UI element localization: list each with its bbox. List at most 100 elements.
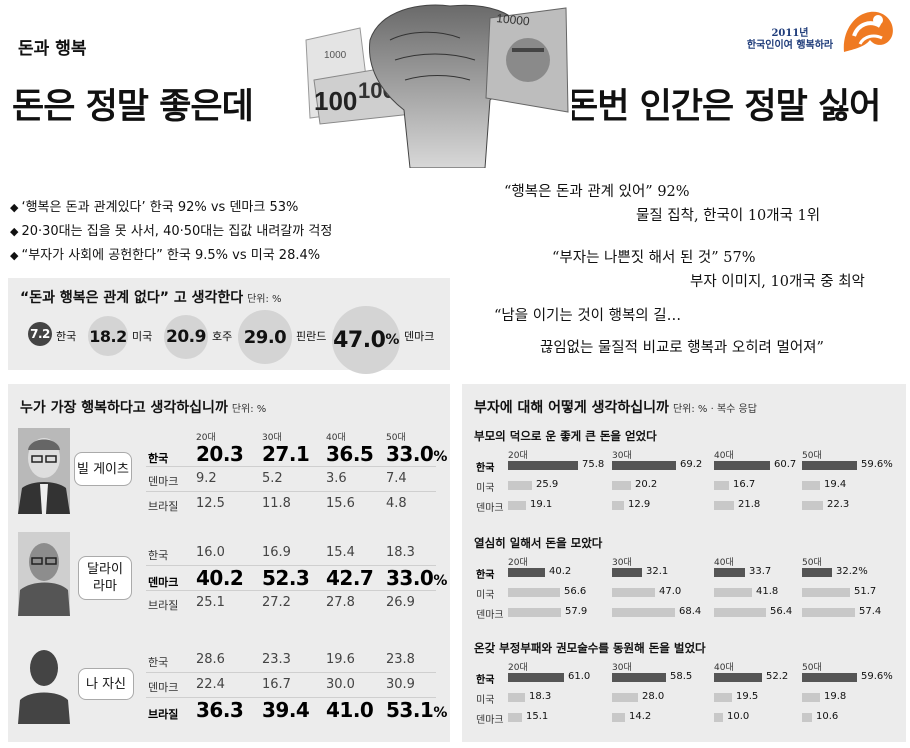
bullet-item: ◆ “부자가 사회에 공헌한다” 한국 9.5% vs 미국 28.4% xyxy=(10,244,332,268)
row-country: 덴마크 xyxy=(476,503,504,514)
age-header: 50대 xyxy=(802,663,822,673)
bar-value: 32.2% xyxy=(836,566,868,577)
value-number: 27.1 xyxy=(262,442,310,466)
bar xyxy=(508,673,564,682)
table-value: 5.2 xyxy=(262,471,283,486)
table-value: 30.9 xyxy=(386,677,415,692)
unit-label: 단위: % xyxy=(231,404,267,415)
age-header: 50대 xyxy=(802,558,822,568)
bar-value: 58.5 xyxy=(670,671,693,682)
bar-value: 60.7 xyxy=(774,459,797,470)
rich-box xyxy=(462,384,906,742)
value-number: 33.0 xyxy=(386,442,434,466)
table-value: 53.1% xyxy=(386,698,447,722)
table-value: 40.2 xyxy=(196,566,244,590)
row-country: 덴마크 xyxy=(148,475,179,488)
bar xyxy=(802,461,857,470)
bar-value: 22.3 xyxy=(827,499,850,510)
table-value: 26.9 xyxy=(386,595,415,610)
bar xyxy=(802,481,820,490)
bar xyxy=(508,608,561,617)
quote-line: 부자 이미지, 10개국 중 최악 xyxy=(690,274,865,290)
quote-line: “부자는 나쁜짓 해서 된 것” 57% xyxy=(552,250,756,266)
bar xyxy=(802,608,855,617)
row-country: 덴마크 xyxy=(148,681,179,694)
age-header: 20대 xyxy=(508,663,528,673)
bubble-korea: 7.2 xyxy=(28,322,52,346)
row-country: 한국 xyxy=(148,452,169,465)
table-value: 9.2 xyxy=(196,471,217,486)
bar xyxy=(508,713,522,722)
bar-value: 40.2 xyxy=(549,566,572,577)
value-number: 52.3 xyxy=(262,566,310,590)
banknote-text: 1000 xyxy=(324,50,347,61)
table-value: 23.3 xyxy=(262,652,291,667)
bar-value: 12.9 xyxy=(628,499,651,510)
bar-value: 10.6 xyxy=(816,711,839,722)
bar xyxy=(612,568,642,577)
table-value: 11.8 xyxy=(262,496,291,511)
unit-label: 단위: % · 복수 응답 xyxy=(672,404,757,415)
percent-sign: % xyxy=(385,332,399,348)
rich-subtitle: 열심히 일해서 돈을 모았다 xyxy=(474,536,603,550)
bar xyxy=(612,713,625,722)
bar xyxy=(714,568,745,577)
rich-title: 부자에 대해 어떻게 생각하십니까 단위: % · 복수 응답 xyxy=(474,397,757,417)
row-country: 브라질 xyxy=(148,500,179,513)
bar xyxy=(802,713,812,722)
bar-value: 21.8 xyxy=(738,499,761,510)
diamond-icon: ◆ xyxy=(10,249,19,262)
bar xyxy=(714,481,729,490)
bar xyxy=(802,568,832,577)
bar-value: 18.3 xyxy=(529,691,552,702)
table-value: 15.4 xyxy=(326,545,355,560)
fist-with-money-image: 1000 10000 100 10000 xyxy=(300,0,572,168)
bar-value: 56.4 xyxy=(770,606,793,617)
bar xyxy=(802,501,823,510)
percent-sign: % xyxy=(433,449,447,465)
table-value: 19.6 xyxy=(326,652,355,667)
bar xyxy=(612,673,666,682)
table-value: 41.0 xyxy=(326,698,374,722)
diamond-icon: ◆ xyxy=(10,225,19,238)
headline-right: 돈번 인간은 정말 싫어 xyxy=(566,87,881,127)
bubble-label: 핀란드 xyxy=(296,330,327,343)
percent-sign: % xyxy=(433,705,447,721)
bar-value: 59.6% xyxy=(861,459,893,470)
age-header: 40대 xyxy=(714,558,734,568)
bar xyxy=(714,461,770,470)
self-silhouette-icon xyxy=(18,650,70,724)
banknote-text: 10000 xyxy=(496,11,531,28)
table-value: 33.0% xyxy=(386,442,447,466)
table-value: 36.3 xyxy=(196,698,244,722)
row-country: 덴마크 xyxy=(148,576,179,589)
bullet-text: ‘행복은 돈과 관계있다’ 한국 92% vs 덴마크 53% xyxy=(21,200,299,215)
bar-value: 33.7 xyxy=(749,566,772,577)
table-value: 16.7 xyxy=(262,677,291,692)
person-name-line: 라마 xyxy=(93,579,117,594)
table-value: 42.7 xyxy=(326,566,374,590)
table-value: 25.1 xyxy=(196,595,225,610)
value-number: 53.1 xyxy=(386,698,434,722)
age-header: 30대 xyxy=(612,663,632,673)
rich-subtitle: 부모의 덕으로 운 좋게 큰 돈을 얻었다 xyxy=(474,429,657,443)
bubble-denmark: 47.0% xyxy=(332,306,400,374)
happiest-title: 누가 가장 행복하다고 생각하십니까 단위: % xyxy=(20,397,266,417)
row-country: 한국 xyxy=(148,549,169,562)
bar xyxy=(612,693,638,702)
series-logo-icon xyxy=(843,11,893,53)
bar-value: 75.8 xyxy=(582,459,605,470)
row-country: 미국 xyxy=(476,590,495,601)
bar xyxy=(612,608,675,617)
row-country: 미국 xyxy=(476,483,495,494)
bar-value: 52.2 xyxy=(766,671,789,682)
person-name-line: 달라이 xyxy=(87,562,123,577)
bar-value: 19.4 xyxy=(824,479,847,490)
row-country: 브라질 xyxy=(148,599,179,612)
age-header: 30대 xyxy=(612,451,632,461)
bar xyxy=(508,568,545,577)
table-value: 28.6 xyxy=(196,652,225,667)
no-relation-title: “돈과 행복은 관계 없다” 고 생각한다 단위: % xyxy=(20,287,282,307)
value-number: 36.3 xyxy=(196,698,244,722)
row-country: 미국 xyxy=(476,695,495,706)
